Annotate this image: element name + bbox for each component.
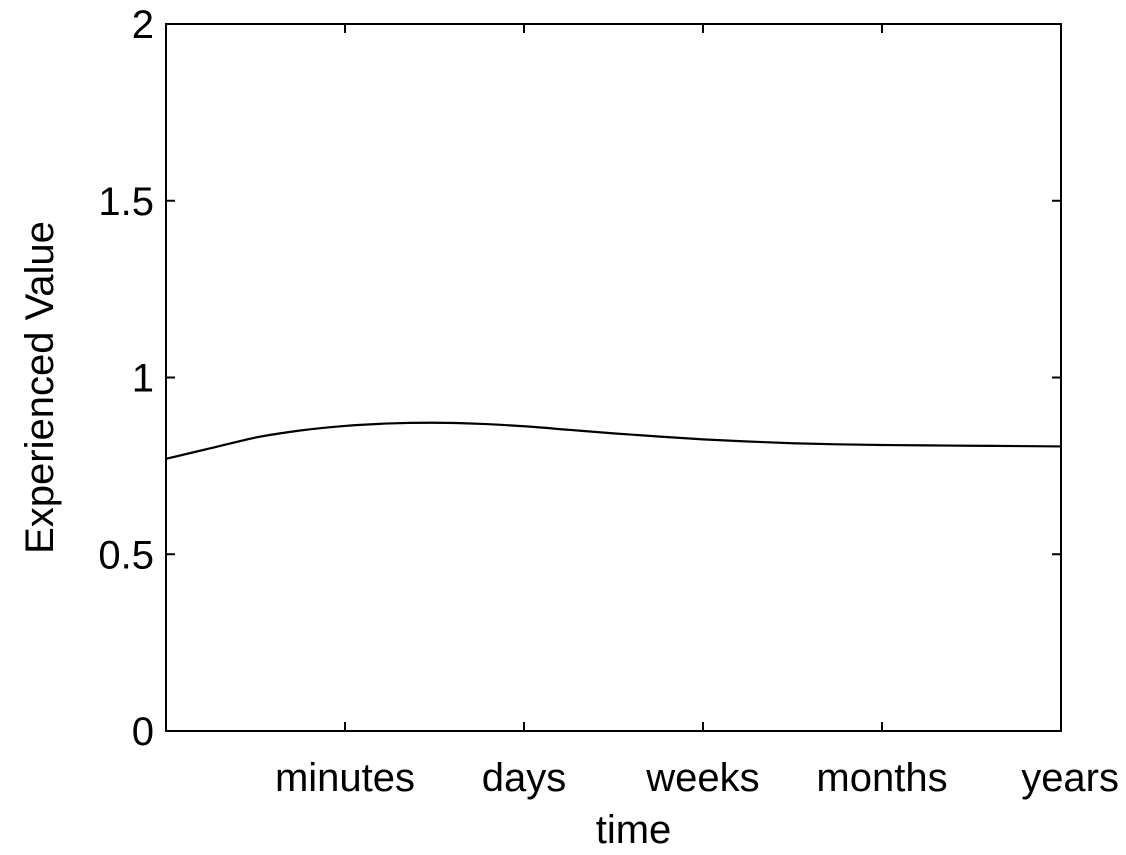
- y-tick-label: 0: [132, 710, 154, 754]
- y-tick-label: 1: [132, 357, 154, 401]
- y-axis-title: Experienced Value: [18, 221, 62, 554]
- x-tick-label: years: [1021, 756, 1119, 800]
- series-layer: [165, 421, 1062, 460]
- plot-frame: [165, 23, 1062, 732]
- y-tick-label: 0.5: [98, 533, 154, 577]
- x-axis: minutes days weeks months years: [275, 24, 1119, 800]
- x-axis-title: time: [596, 808, 672, 852]
- x-tick-label: weeks: [645, 756, 759, 800]
- series-line: [165, 421, 1062, 460]
- plot-area-border: [165, 23, 1062, 732]
- y-tick-label: 1.5: [98, 180, 154, 224]
- x-tick-label: days: [482, 756, 567, 800]
- x-tick-label: minutes: [275, 756, 415, 800]
- y-axis: 0 0.5 1 1.5 2: [98, 3, 1061, 754]
- y-tick-label: 2: [132, 3, 154, 47]
- x-tick-label: months: [816, 756, 947, 800]
